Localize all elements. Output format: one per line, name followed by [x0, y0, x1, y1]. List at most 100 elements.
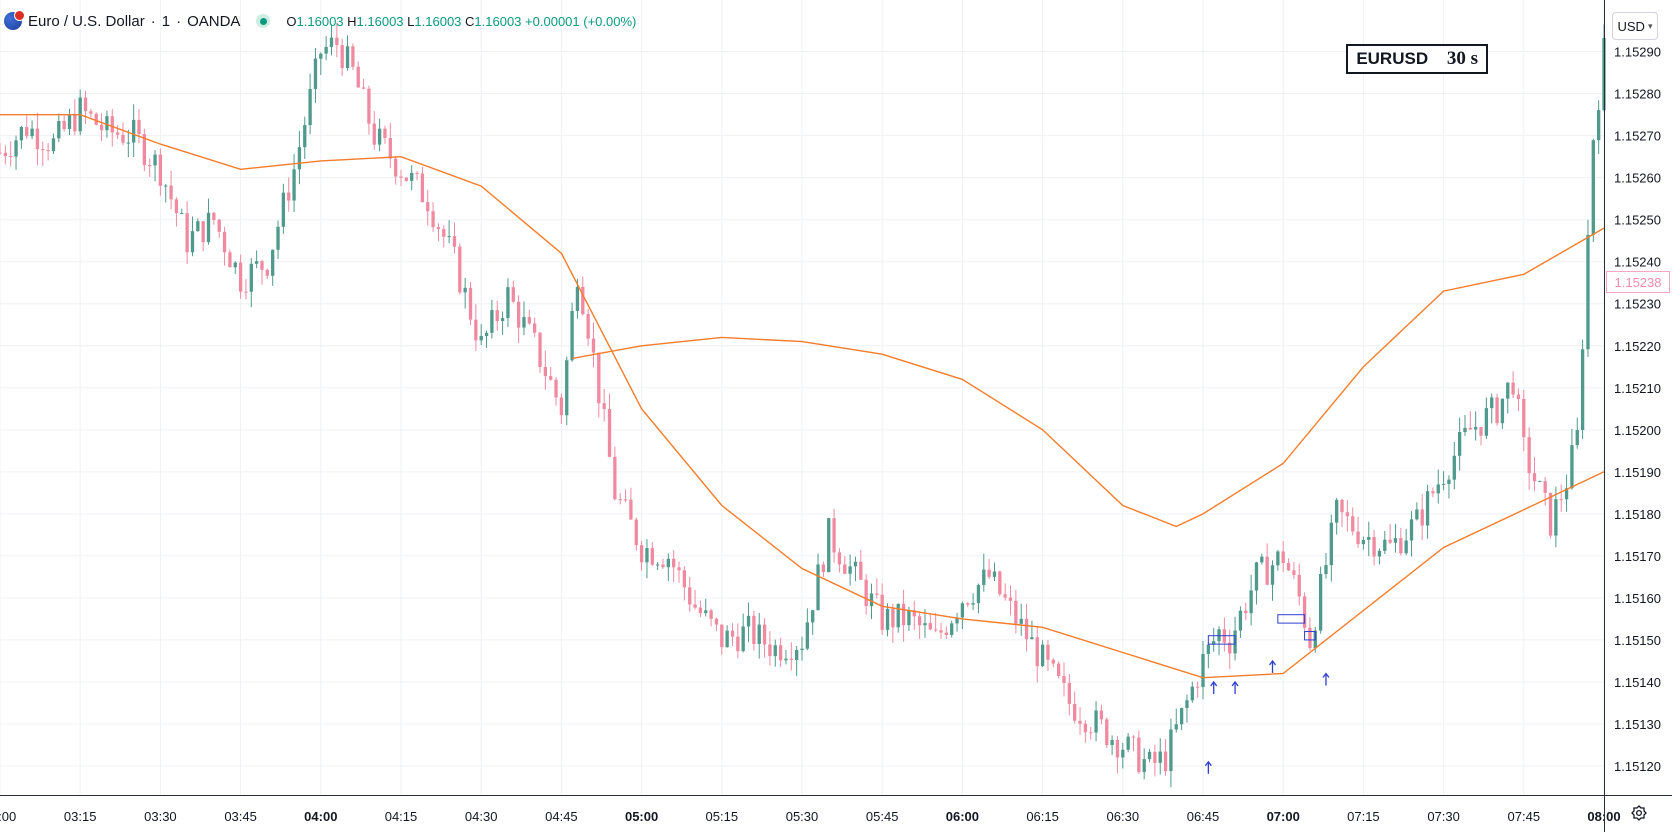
close-label: C — [465, 13, 475, 29]
candle-body — [623, 499, 628, 501]
candle-body — [704, 610, 708, 614]
candle-body — [500, 318, 505, 322]
candle-body — [1436, 484, 1440, 494]
candle-body — [442, 229, 446, 237]
interval-label[interactable]: 1 — [161, 12, 171, 30]
drawn-arrowhead[interactable] — [1231, 680, 1239, 687]
candle-body — [420, 173, 425, 203]
price-tick-label: 1.15140 — [1614, 675, 1661, 690]
candle-body — [800, 648, 804, 651]
open-value: 1.16003 — [296, 13, 344, 29]
candle-body — [1019, 618, 1023, 624]
candle-body — [148, 165, 152, 167]
symbol-name[interactable]: Euro / U.S. Dollar — [28, 12, 145, 30]
candle-body — [1083, 723, 1088, 733]
candle-body — [399, 176, 403, 178]
candle-body — [1281, 551, 1285, 563]
drawn-rectangle[interactable] — [1304, 631, 1316, 641]
candle-body — [1270, 565, 1275, 585]
candle-body — [132, 119, 136, 143]
candle-body — [30, 128, 34, 137]
candle-body — [426, 202, 430, 212]
drawn-rectangle[interactable] — [1277, 614, 1306, 624]
candle-body — [934, 629, 938, 631]
candle-body — [543, 366, 548, 377]
chart-settings-button[interactable] — [1628, 802, 1650, 824]
candle-body — [1292, 570, 1296, 575]
candle-body — [361, 87, 366, 89]
candle-body — [1094, 710, 1098, 733]
candle-body — [1147, 751, 1152, 760]
candle-body — [666, 558, 670, 568]
currency-selector[interactable]: USD ▾ — [1612, 12, 1658, 40]
candle-body — [1110, 740, 1114, 746]
candle-body — [1137, 737, 1141, 773]
drawn-arrowhead[interactable] — [1210, 680, 1218, 687]
candle-body — [639, 545, 644, 563]
candle-body — [303, 125, 307, 148]
candle-body — [746, 615, 751, 627]
drawn-rectangle[interactable] — [1207, 635, 1236, 645]
market-status-icon[interactable] — [256, 14, 271, 28]
time-tick-label: 03:15 — [64, 809, 97, 824]
price-tick-label: 1.15220 — [1614, 339, 1661, 354]
candle-body — [762, 624, 767, 645]
drawn-arrowhead[interactable] — [1268, 659, 1277, 666]
candle-body — [276, 226, 280, 250]
candle-body — [1383, 539, 1387, 551]
time-tick-label: 06:00 — [946, 809, 979, 824]
time-tick-label: 04:00 — [304, 809, 337, 824]
candle-body — [335, 37, 339, 46]
candle-body — [1527, 437, 1531, 474]
candle-body — [484, 332, 489, 337]
current-price-label: 1.15238 — [1606, 271, 1670, 293]
candle-body — [67, 114, 72, 130]
candle-body — [196, 221, 200, 232]
candle-body — [1099, 710, 1104, 720]
candle-body — [1062, 676, 1066, 683]
candle-body — [955, 617, 959, 624]
high-value: 1.16003 — [356, 13, 404, 29]
candle-body — [607, 408, 612, 457]
drawn-arrowhead[interactable] — [1322, 672, 1330, 678]
low-label: L — [407, 13, 415, 29]
candle-body — [25, 127, 29, 137]
price-tick-label: 1.15190 — [1614, 465, 1661, 480]
candle-body — [351, 46, 355, 67]
candle-body — [110, 116, 114, 133]
candle-body — [1265, 556, 1269, 585]
candle-body — [340, 45, 344, 69]
user-drawings[interactable] — [1204, 614, 1330, 774]
time-tick-label: 04:45 — [545, 809, 578, 824]
candle-body — [1474, 426, 1478, 430]
candle-body — [431, 211, 435, 228]
candle-body — [570, 310, 574, 361]
candle-body — [538, 332, 542, 367]
candle-body — [287, 192, 291, 201]
candle-body — [1040, 644, 1045, 667]
candle-body — [490, 310, 494, 333]
drawn-arrowhead[interactable] — [1204, 760, 1212, 767]
candle-body — [1463, 427, 1467, 432]
candle-body — [468, 287, 473, 320]
candle-body — [976, 584, 981, 604]
candle-body — [137, 119, 141, 135]
open-label: O — [286, 13, 297, 29]
candle-body — [228, 252, 232, 268]
legend-header: Euro / U.S. Dollar · 1 · OANDA O1.16003 … — [4, 8, 636, 34]
candle-body — [1580, 349, 1585, 431]
candle-body — [1153, 751, 1157, 763]
candle-body — [404, 177, 409, 181]
candle-body — [827, 518, 831, 573]
candle-body — [297, 147, 302, 170]
price-tick-label: 1.15210 — [1614, 381, 1661, 396]
price-tick-label: 1.15130 — [1614, 717, 1661, 732]
time-tick-label: 05:00 — [625, 809, 658, 824]
candle-body — [265, 269, 269, 276]
candle-body — [1351, 516, 1355, 532]
candle-body — [725, 630, 729, 648]
price-tick-label: 1.15120 — [1614, 759, 1661, 774]
candle-body — [1201, 653, 1205, 688]
